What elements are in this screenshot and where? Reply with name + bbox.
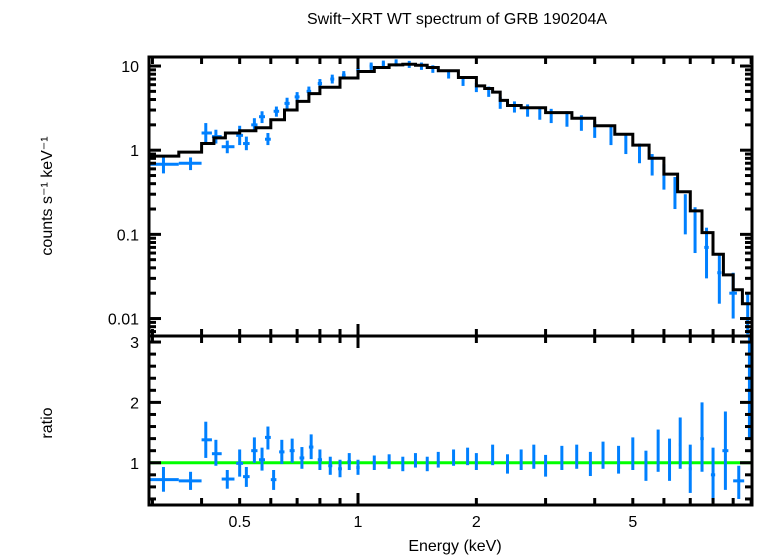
- data-point: [519, 449, 523, 470]
- data-point: [717, 253, 722, 304]
- ratio-plot-frame: [147, 334, 754, 507]
- data-point: [347, 453, 352, 470]
- x-tick-label: 1: [354, 514, 363, 531]
- data-point: [575, 444, 579, 469]
- data-point: [688, 444, 692, 493]
- data-point: [601, 441, 605, 469]
- data-point: [178, 471, 202, 490]
- data-point: [560, 445, 564, 470]
- data-point: [532, 444, 536, 469]
- x-tick-label: 5: [628, 514, 637, 531]
- data-point: [273, 106, 280, 117]
- data-point: [704, 227, 709, 279]
- ratio-panel: 0.5 1 2 5 1 2 3 ratio Energy (keV): [39, 334, 754, 555]
- data-point: [644, 450, 648, 481]
- data-point: [656, 429, 660, 472]
- data-point: [631, 437, 635, 470]
- data-point: [259, 111, 266, 124]
- data-point: [356, 459, 360, 475]
- y-tick-label: 1: [130, 456, 139, 473]
- data-point: [700, 402, 704, 472]
- data-point: [317, 449, 323, 470]
- data-point: [328, 456, 333, 475]
- data-point: [387, 454, 391, 469]
- y-axis-label-counts: counts s⁻¹ keV⁻¹: [39, 136, 56, 255]
- data-point: [436, 451, 440, 468]
- data-point: [330, 74, 335, 84]
- model-curve: [149, 62, 752, 306]
- y-axis-label-ratio: ratio: [39, 407, 56, 438]
- data-point: [221, 469, 235, 489]
- y-tick-label: 1: [130, 143, 139, 160]
- spectrum-plot-frame: [147, 55, 754, 338]
- spectrum-data-series: [149, 59, 752, 335]
- data-point: [693, 207, 697, 254]
- data-point: [251, 118, 258, 131]
- data-point: [338, 459, 342, 478]
- data-point: [617, 445, 621, 474]
- data-point: [710, 447, 716, 502]
- data-point: [372, 455, 376, 470]
- data-point: [236, 125, 244, 146]
- x-axis-label: Energy (keV): [408, 538, 501, 555]
- data-point: [265, 426, 271, 450]
- data-point: [265, 133, 271, 146]
- y-tick-label: 10: [121, 59, 139, 76]
- y-tick-label: 2: [130, 395, 139, 412]
- model-step-line: [149, 62, 752, 306]
- data-point: [201, 123, 212, 143]
- data-point: [369, 62, 373, 70]
- data-point: [549, 108, 553, 124]
- data-point: [308, 434, 314, 460]
- data-point: [259, 447, 266, 471]
- data-point: [221, 140, 235, 154]
- ratio-data-series: [149, 336, 752, 502]
- data-point: [251, 437, 258, 463]
- data-point: [289, 438, 295, 463]
- data-point: [413, 453, 417, 468]
- y-tick-label: 3: [130, 335, 139, 352]
- data-point: [401, 456, 405, 472]
- data-point: [236, 449, 244, 477]
- data-point: [243, 466, 250, 487]
- data-point: [588, 451, 592, 477]
- data-point: [637, 143, 641, 164]
- data-point: [178, 157, 202, 171]
- spectrum-axis-ticks: 0.01 0.1 1 10: [108, 57, 753, 336]
- chart-title: Swift−XRT WT spectrum of GRB 190204A: [307, 11, 607, 28]
- y-tick-label: 0.01: [108, 312, 139, 329]
- data-point: [211, 439, 222, 466]
- data-point: [683, 194, 687, 235]
- data-point: [505, 454, 509, 474]
- data-point: [544, 454, 548, 477]
- data-point: [474, 453, 478, 470]
- data-point: [279, 439, 285, 464]
- data-point: [270, 469, 277, 490]
- x-tick-label: 2: [472, 514, 481, 531]
- data-point: [722, 411, 729, 490]
- data-point: [149, 466, 179, 492]
- data-point: [243, 136, 250, 151]
- data-point: [668, 438, 672, 481]
- y-tick-label: 0.1: [117, 227, 139, 244]
- data-point: [425, 456, 429, 472]
- data-point: [284, 97, 290, 109]
- data-point: [299, 447, 305, 469]
- data-point: [466, 447, 470, 466]
- data-point: [452, 449, 456, 466]
- spectrum-panel: 0.01 0.1 1 10 counts s⁻¹ keV⁻¹: [39, 55, 754, 338]
- x-tick-label: 0.5: [229, 514, 251, 531]
- data-point: [624, 135, 628, 155]
- data-point: [673, 177, 677, 210]
- data-point: [678, 417, 682, 469]
- data-point: [491, 444, 495, 466]
- data-point: [609, 126, 613, 146]
- data-point: [733, 465, 745, 499]
- data-point: [201, 421, 212, 458]
